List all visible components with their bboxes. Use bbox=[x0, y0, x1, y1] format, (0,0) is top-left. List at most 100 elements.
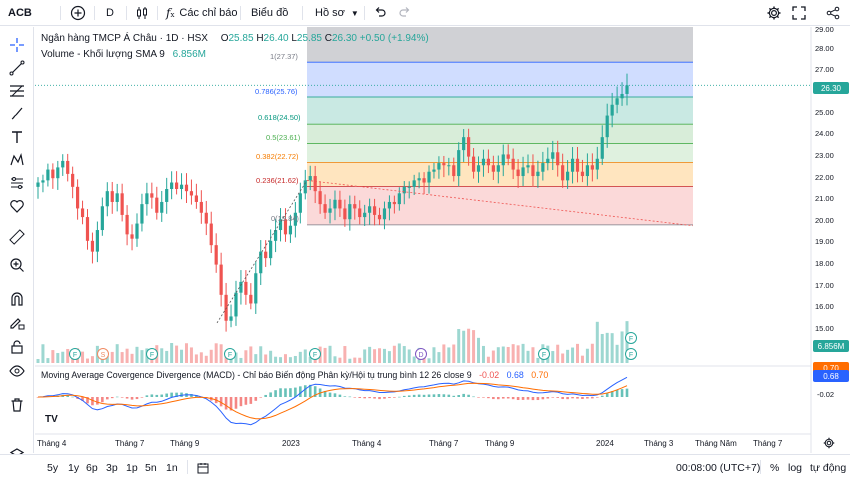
candle-body bbox=[427, 171, 431, 183]
candle-body bbox=[575, 158, 580, 172]
macd-histogram-bar bbox=[432, 394, 436, 397]
macd-histogram-bar bbox=[303, 385, 307, 397]
pattern-tool[interactable] bbox=[7, 150, 27, 170]
ohlc-values: O25.85 H26.40 L25.85 C26.30 +0.50 (+1.94… bbox=[220, 33, 429, 44]
fullscreen-button[interactable] bbox=[792, 0, 806, 26]
candle-body bbox=[615, 98, 619, 105]
price-axis-label: 15.00 bbox=[815, 324, 834, 333]
volume-bar bbox=[561, 353, 565, 363]
drawing-mode-tool[interactable] bbox=[7, 313, 27, 333]
text-tool[interactable] bbox=[7, 127, 27, 147]
time-axis-label: Tháng 3 bbox=[644, 439, 674, 448]
chart-settings-button[interactable] bbox=[823, 436, 835, 454]
compare-symbol-button[interactable] bbox=[70, 0, 86, 26]
tradingview-logo[interactable]: TV bbox=[45, 414, 58, 425]
crosshair-tool[interactable] bbox=[7, 35, 27, 55]
range-3m-button[interactable]: 3p bbox=[106, 461, 118, 474]
symbol-legend[interactable]: Ngân hàng TMCP Á Châu · 1D · HSX O25.85 … bbox=[41, 33, 429, 44]
macd-histogram-bar bbox=[249, 397, 253, 404]
candle-body bbox=[125, 214, 129, 235]
fib-label: 0.618(24.50) bbox=[258, 113, 301, 122]
volume-bar bbox=[51, 350, 55, 363]
volume-bar bbox=[298, 351, 302, 363]
volume-bar bbox=[392, 345, 396, 363]
volume-bar bbox=[481, 345, 485, 363]
log-scale-toggle[interactable]: log bbox=[788, 461, 803, 474]
magnet-tool[interactable] bbox=[7, 289, 27, 309]
candle-body bbox=[273, 230, 278, 241]
candle-body bbox=[155, 197, 159, 213]
volume-bar bbox=[110, 351, 114, 363]
candle-body bbox=[338, 199, 342, 209]
volume-value: 6.856M bbox=[172, 49, 207, 60]
icon-tool[interactable] bbox=[7, 196, 27, 216]
toolbar-divider bbox=[187, 460, 188, 474]
macd-histogram-bar bbox=[482, 397, 485, 398]
macd-histogram-bar bbox=[536, 397, 540, 401]
macd-histogram-bar bbox=[155, 394, 159, 397]
price-axis-label: 17.00 bbox=[815, 281, 834, 290]
volume-bar bbox=[120, 352, 124, 363]
candle-body bbox=[115, 193, 119, 202]
trend-line-tool[interactable] bbox=[7, 58, 27, 78]
percent-scale-toggle[interactable]: % bbox=[770, 461, 780, 474]
chart-area[interactable]: F S F F F D F F F Ngân hàng TMCP Á Châu · 1D · H… bbox=[35, 21, 850, 454]
volume-bar bbox=[125, 348, 129, 363]
chart-style-button[interactable] bbox=[135, 0, 149, 26]
share-button[interactable] bbox=[826, 0, 840, 26]
chevron-down-icon: ▼ bbox=[350, 8, 359, 18]
redo-button[interactable] bbox=[398, 0, 412, 26]
profile-button[interactable]: Hồ sơ ▼ bbox=[315, 0, 359, 26]
range-6m-button[interactable]: 6p bbox=[86, 461, 98, 474]
range-5y-button[interactable]: 5y bbox=[47, 461, 59, 474]
macd-histogram-bar bbox=[115, 396, 119, 398]
volume-bar bbox=[447, 347, 451, 363]
indicators-button[interactable]: fx Các chỉ báo bbox=[166, 0, 238, 26]
range-1m-button[interactable]: 1p bbox=[126, 461, 138, 474]
volume-bar bbox=[407, 349, 411, 363]
lock-drawings-tool[interactable] bbox=[7, 337, 27, 357]
remove-drawings-tool[interactable] bbox=[7, 395, 27, 415]
measure-tool[interactable] bbox=[7, 173, 27, 193]
time-axis-label: Tháng 7 bbox=[753, 439, 783, 448]
zoom-in-tool[interactable] bbox=[7, 255, 27, 275]
macd-signal-line bbox=[38, 382, 628, 420]
brush-tool[interactable] bbox=[7, 104, 27, 124]
event-marker-circle bbox=[625, 332, 637, 344]
candle-body bbox=[516, 169, 520, 177]
macd-legend[interactable]: Moving Average Covergence Divergence (MA… bbox=[41, 370, 549, 380]
volume-bar bbox=[36, 359, 40, 363]
candle-body bbox=[447, 165, 451, 167]
volume-bar bbox=[615, 344, 619, 363]
candle-body bbox=[189, 191, 194, 196]
auto-scale-toggle[interactable]: tự động bbox=[810, 461, 847, 474]
candle-body bbox=[506, 154, 510, 159]
timezone-clock[interactable]: 00:08:00 (UTC+7) bbox=[676, 461, 761, 474]
fib-retracement-tool[interactable] bbox=[7, 81, 27, 101]
candle-body bbox=[184, 184, 189, 192]
symbol-search[interactable]: ACB bbox=[8, 7, 32, 19]
candle-body bbox=[80, 208, 85, 218]
range-1d-button[interactable]: 1n bbox=[166, 461, 178, 474]
chart-type-button[interactable]: Biểu đồ bbox=[251, 7, 289, 19]
go-to-date-button[interactable] bbox=[197, 455, 209, 479]
volume-legend[interactable]: Volume - Khối lượng SMA 9 6.856M bbox=[41, 49, 207, 60]
chart-canvas[interactable]: F S F F F D F F F bbox=[35, 21, 850, 453]
macd-histogram-bar bbox=[605, 393, 609, 397]
range-1y-button[interactable]: 1y bbox=[68, 461, 80, 474]
macd-histogram-bar bbox=[244, 397, 248, 405]
price-axis-label: 16.00 bbox=[815, 302, 834, 311]
ruler-tool[interactable] bbox=[7, 227, 27, 247]
event-marker-circle bbox=[69, 348, 81, 360]
macd-histogram-bar bbox=[591, 397, 594, 399]
hide-drawings-tool[interactable] bbox=[7, 361, 27, 381]
undo-button[interactable] bbox=[373, 0, 387, 26]
macd-histogram-bar bbox=[576, 397, 579, 399]
range-5d-button[interactable]: 5n bbox=[145, 461, 157, 474]
event-marker: F bbox=[224, 348, 236, 360]
interval-button[interactable]: D bbox=[106, 7, 114, 19]
volume-bar bbox=[516, 345, 520, 363]
volume-bar bbox=[175, 345, 179, 363]
settings-button[interactable] bbox=[766, 0, 782, 26]
macd-histogram-bar bbox=[412, 394, 416, 397]
